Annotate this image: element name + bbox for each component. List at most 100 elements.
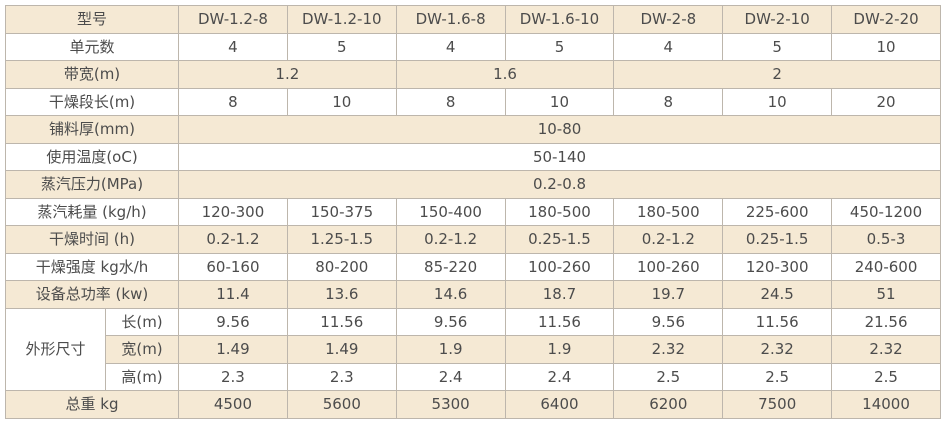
table-row: 型号 DW-1.2-8 DW-1.2-10 DW-1.6-8 DW-1.6-10 DW-2… xyxy=(4,5,941,34)
table-row: 干燥段长(m) 8 10 8 10 8 10 20 xyxy=(4,87,941,116)
value-cell: 11.56 xyxy=(722,307,833,336)
row-label-cell: 干燥段长(m) xyxy=(4,87,180,116)
value-cell: 5 xyxy=(722,32,833,61)
row-label-cell: 设备总功率 (kw) xyxy=(4,280,180,309)
value-cell: 0.5-3 xyxy=(831,225,941,254)
value-cell: 9.56 xyxy=(395,307,506,336)
table-row: 总重 kg 4500 5600 5300 6400 6200 7500 14000 xyxy=(4,390,941,419)
value-cell: 1.9 xyxy=(504,335,615,364)
model-header-cell: DW-1.6-10 xyxy=(504,5,615,34)
value-cell: 5300 xyxy=(395,390,506,419)
value-cell: 2 xyxy=(613,60,941,89)
value-cell: 10 xyxy=(504,87,615,116)
value-cell: 1.6 xyxy=(395,60,615,89)
row-label-cell: 单元数 xyxy=(4,32,180,61)
value-cell: 20 xyxy=(831,87,941,116)
value-cell: 2.32 xyxy=(722,335,833,364)
dim-label-cell: 长(m) xyxy=(104,307,180,336)
value-cell: 6400 xyxy=(504,390,615,419)
value-cell: 2.32 xyxy=(831,335,941,364)
value-cell: 10-80 xyxy=(178,115,941,144)
model-header-cell: DW-2-10 xyxy=(722,5,833,34)
row-label-cell: 外形尺寸 xyxy=(5,307,106,391)
value-cell: 51 xyxy=(831,280,941,309)
value-cell: 240-600 xyxy=(831,252,941,281)
spec-table-body: 型号 DW-1.2-8 DW-1.2-10 DW-1.6-8 DW-1.6-10 DW-2… xyxy=(4,5,941,419)
value-cell: 0.25-1.5 xyxy=(504,225,615,254)
value-cell: 1.2 xyxy=(178,60,397,89)
table-row: 宽(m) 1.49 1.49 1.9 1.9 2.32 2.32 2.32 xyxy=(5,335,941,364)
table-row: 干燥强度 kg水/h 60-160 80-200 85-220 100-260 100-2… xyxy=(4,252,941,281)
model-header-cell: DW-2-20 xyxy=(831,5,941,34)
value-cell: 19.7 xyxy=(613,280,724,309)
value-cell: 11.56 xyxy=(504,307,615,336)
value-cell: 14000 xyxy=(831,390,941,419)
value-cell: 4 xyxy=(178,32,288,61)
value-cell: 0.2-0.8 xyxy=(178,170,941,199)
value-cell: 8 xyxy=(178,87,288,116)
value-cell: 100-260 xyxy=(504,252,615,281)
table-row: 使用温度(oC) 50-140 xyxy=(4,142,941,171)
value-cell: 24.5 xyxy=(722,280,833,309)
value-cell: 0.2-1.2 xyxy=(613,225,724,254)
value-cell: 0.25-1.5 xyxy=(722,225,833,254)
dim-label-cell: 宽(m) xyxy=(104,335,180,364)
value-cell: 18.7 xyxy=(504,280,615,309)
row-label-cell: 蒸汽压力(MPa) xyxy=(4,170,180,199)
model-header-cell: DW-1.2-8 xyxy=(178,5,288,34)
value-cell: 21.56 xyxy=(831,307,941,336)
spec-table: 型号 DW-1.2-8 DW-1.2-10 DW-1.6-8 DW-1.6-10 DW-2… xyxy=(4,5,941,419)
table-row: 带宽(m) 1.2 1.6 2 xyxy=(4,60,941,89)
value-cell: 6200 xyxy=(613,390,724,419)
value-cell: 1.49 xyxy=(286,335,397,364)
value-cell: 450-1200 xyxy=(831,197,941,226)
table-row: 单元数 4 5 4 5 4 5 10 xyxy=(4,32,941,61)
row-label-cell: 带宽(m) xyxy=(4,60,180,89)
value-cell: 85-220 xyxy=(395,252,506,281)
page: 型号 DW-1.2-8 DW-1.2-10 DW-1.6-8 DW-1.6-10 DW-2… xyxy=(4,5,941,419)
value-cell: 0.2-1.2 xyxy=(395,225,506,254)
value-cell: 1.49 xyxy=(178,335,288,364)
value-cell: 2.32 xyxy=(613,335,724,364)
value-cell: 5 xyxy=(504,32,615,61)
value-cell: 10 xyxy=(722,87,833,116)
value-cell: 14.6 xyxy=(395,280,506,309)
value-cell: 8 xyxy=(395,87,506,116)
value-cell: 2.3 xyxy=(286,362,397,391)
value-cell: 180-500 xyxy=(613,197,724,226)
value-cell: 2.5 xyxy=(613,362,724,391)
value-cell: 0.2-1.2 xyxy=(178,225,288,254)
table-row: 干燥时间 (h) 0.2-1.2 1.25-1.5 0.2-1.2 0.25-1.5 0.… xyxy=(4,225,941,254)
value-cell: 2.5 xyxy=(831,362,941,391)
value-cell: 11.56 xyxy=(286,307,397,336)
value-cell: 2.4 xyxy=(504,362,615,391)
value-cell: 13.6 xyxy=(286,280,397,309)
model-header-cell: DW-1.2-10 xyxy=(286,5,397,34)
value-cell: 180-500 xyxy=(504,197,615,226)
value-cell: 2.5 xyxy=(722,362,833,391)
value-cell: 10 xyxy=(831,32,941,61)
value-cell: 2.4 xyxy=(395,362,506,391)
table-row: 外形尺寸 长(m) 9.56 11.56 9.56 11.56 9.56 11.56 21.56 xyxy=(5,307,941,391)
value-cell: 120-300 xyxy=(722,252,833,281)
value-cell: 7500 xyxy=(722,390,833,419)
table-row: 铺料厚(mm) 10-80 xyxy=(4,115,941,144)
value-cell: 5 xyxy=(286,32,397,61)
row-label-cell: 铺料厚(mm) xyxy=(4,115,180,144)
value-cell: 4 xyxy=(613,32,724,61)
value-cell: 5600 xyxy=(286,390,397,419)
value-cell: 11.4 xyxy=(178,280,288,309)
value-cell: 225-600 xyxy=(722,197,833,226)
value-cell: 100-260 xyxy=(613,252,724,281)
table-row: 设备总功率 (kw) 11.4 13.6 14.6 18.7 19.7 24.5 51 xyxy=(4,280,941,309)
value-cell: 4500 xyxy=(178,390,288,419)
table-row: 蒸汽压力(MPa) 0.2-0.8 xyxy=(4,170,941,199)
model-header-cell: DW-1.6-8 xyxy=(395,5,506,34)
value-cell: 10 xyxy=(286,87,397,116)
row-label-cell: 使用温度(oC) xyxy=(4,142,180,171)
value-cell: 9.56 xyxy=(178,307,288,336)
value-cell: 150-400 xyxy=(395,197,506,226)
row-label-cell: 总重 kg xyxy=(4,390,180,419)
model-header-cell: DW-2-8 xyxy=(613,5,724,34)
table-row: 高(m) 2.3 2.3 2.4 2.4 2.5 2.5 2.5 xyxy=(5,362,941,391)
